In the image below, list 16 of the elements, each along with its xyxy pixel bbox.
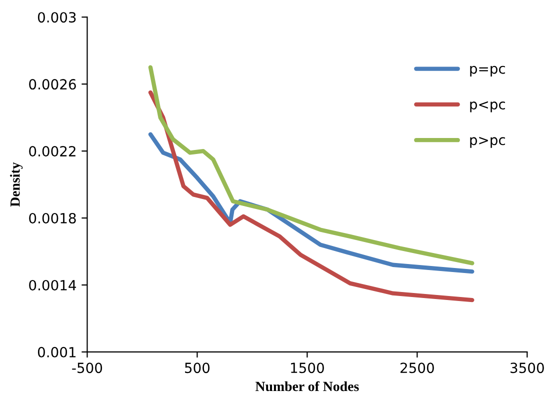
y-tick-label: 0.003 (38, 12, 76, 23)
x-axis-title: Number of Nodes (255, 381, 359, 392)
y-tick-label: 0.0026 (29, 79, 76, 90)
x-tick-label: 500 (185, 362, 210, 374)
x-tick-label: 3500 (510, 362, 544, 374)
y-tick-label: 0.001 (38, 346, 76, 358)
y-tick-label: 0.0018 (29, 212, 76, 224)
y-axis-title: Density (10, 162, 23, 207)
legend-label: p<pc (470, 101, 505, 112)
y-tick-label: 0.0014 (29, 280, 76, 290)
legend-label: p=pc (470, 66, 505, 77)
x-tick-label: 1500 (291, 362, 324, 374)
y-tick-label: 0.0022 (29, 146, 76, 157)
x-tick-label: 2500 (400, 362, 434, 374)
x-tick-label: -500 (72, 362, 102, 374)
legend-label: p>pc (470, 136, 505, 148)
